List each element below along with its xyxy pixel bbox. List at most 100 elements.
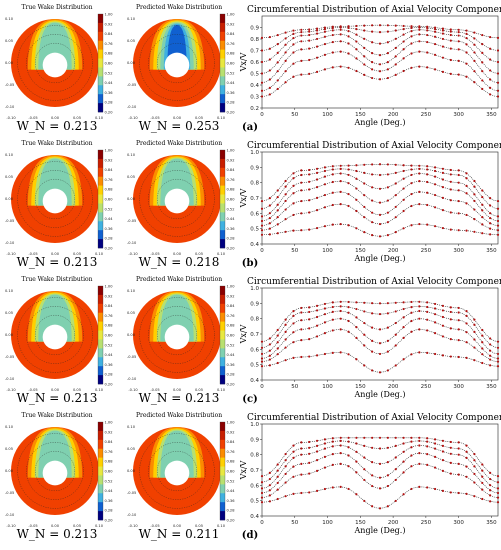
x-tick-label: 0.05 [195, 252, 203, 256]
data-point [402, 27, 405, 31]
data-point [481, 353, 484, 356]
data-point [473, 31, 476, 34]
data-point [363, 230, 366, 234]
data-point [386, 339, 389, 342]
data-point [418, 305, 421, 308]
data-point [284, 208, 287, 211]
colorbar-segment [98, 76, 103, 86]
x-tick-label: 250 [421, 384, 432, 390]
colorbar-tick: 0.28 [227, 237, 236, 241]
data-point [402, 198, 405, 201]
data-point [410, 25, 413, 28]
data-point [363, 301, 366, 304]
data-point [426, 191, 429, 194]
y-tick-label: 1.0 [250, 286, 259, 292]
data-point [449, 30, 452, 33]
data-point [355, 316, 358, 319]
data-point [465, 456, 468, 459]
data-point [386, 312, 389, 315]
x-tick-label: 0.00 [173, 388, 182, 392]
data-point [268, 471, 271, 475]
colorbar-tick: 0.76 [227, 42, 236, 46]
y-axis-label: Vx/V [239, 52, 248, 72]
y-tick-label: 0.7 [250, 49, 259, 55]
data-point [426, 223, 429, 226]
data-point [268, 500, 271, 503]
data-point [386, 68, 389, 71]
data-point [386, 30, 389, 33]
data-point [457, 181, 460, 184]
colorbar-tick: 0.36 [227, 91, 236, 95]
colorbar-tick: 0.52 [105, 207, 113, 211]
data-point [489, 489, 492, 492]
data-point [433, 35, 437, 38]
data-point [473, 230, 476, 233]
data-point [465, 36, 468, 40]
data-point [276, 469, 279, 472]
y-tick-label: -0.10 [5, 105, 15, 109]
data-point [489, 47, 492, 50]
data-point [410, 182, 413, 185]
contour-line [148, 34, 206, 92]
data-point [426, 66, 429, 69]
data-point [339, 317, 342, 320]
data-point [355, 358, 358, 361]
data-point [260, 89, 264, 92]
data-point [276, 209, 279, 212]
data-point [441, 196, 445, 199]
data-point [292, 29, 295, 32]
y-tick-label: -0.05 [5, 219, 14, 223]
data-point [260, 49, 264, 52]
data-point [331, 318, 334, 321]
colorbar-segment [220, 194, 225, 204]
data-point [410, 224, 413, 227]
data-point [386, 446, 389, 449]
data-point [284, 193, 287, 196]
wn-label: W_N = 0.218 [139, 255, 220, 269]
data-point [441, 45, 445, 48]
colorbar-segment [98, 212, 103, 222]
data-point [402, 24, 405, 28]
data-point [371, 221, 374, 224]
colorbar-segment [98, 348, 103, 358]
colorbar-segment [220, 303, 225, 314]
data-point [410, 465, 413, 468]
data-point [394, 436, 397, 439]
data-point [441, 469, 445, 472]
data-point [481, 223, 484, 226]
colorbar-segment [98, 185, 103, 195]
data-point [339, 180, 342, 183]
data-point [489, 35, 492, 39]
colorbar-tick: 1.00 [227, 285, 236, 289]
data-point [386, 484, 389, 488]
data-point [308, 491, 311, 494]
data-point [363, 29, 366, 32]
data-point [347, 182, 350, 185]
data-point [441, 226, 445, 230]
data-point [410, 446, 413, 449]
colorbar-tick: 0.68 [105, 460, 114, 464]
contour-line [17, 25, 93, 101]
data-point [481, 341, 484, 344]
y-tick-label: 0.2 [250, 106, 259, 112]
data-point [308, 72, 311, 75]
y-tick-label: 0.6 [250, 483, 259, 489]
data-point [347, 192, 350, 196]
colorbar-frame [219, 149, 226, 249]
data-point [378, 476, 382, 479]
data-point [300, 48, 303, 51]
colorbar-segment [98, 203, 103, 213]
data-point [410, 440, 413, 443]
x-tick-label: -0.10 [6, 524, 16, 528]
data-point [402, 33, 405, 36]
data-point [268, 358, 271, 361]
data-point [410, 204, 413, 208]
x-tick-label: 0.05 [73, 524, 81, 528]
data-point [394, 216, 397, 219]
data-point [449, 188, 452, 191]
colorbar-tick: 0.92 [105, 430, 113, 434]
data-point [473, 70, 476, 73]
colorbar-segment [220, 203, 225, 213]
data-point [347, 454, 350, 457]
colorbar-segment [220, 230, 225, 240]
